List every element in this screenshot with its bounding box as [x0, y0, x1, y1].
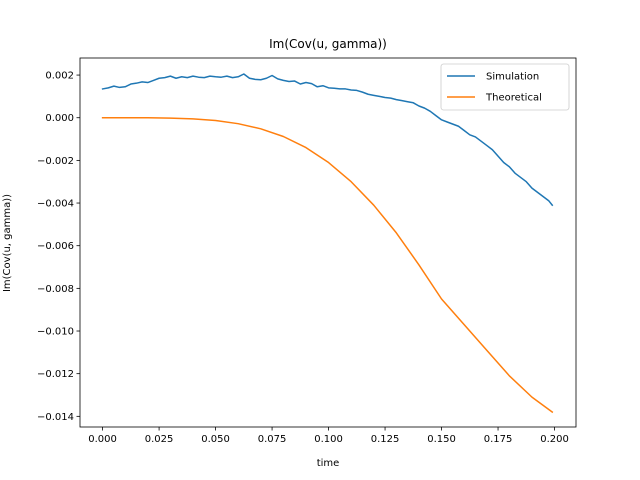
- x-tick-label: 0.150: [427, 434, 456, 445]
- legend: Simulation Theoretical: [440, 63, 570, 111]
- y-tick-label: 0.000: [45, 113, 74, 124]
- x-tick-label: 0.175: [484, 434, 513, 445]
- axes: 0.000 0.025 0.050 0.075 0.100 0.125 0.150 0.175…: [37, 57, 577, 445]
- x-tick-label: 0.050: [201, 434, 230, 445]
- y-tick-label: 0.002: [45, 71, 74, 82]
- y-tick-label: −0.008: [37, 284, 74, 295]
- x-tick-label: 0.200: [540, 434, 569, 445]
- y-tick-label: −0.010: [37, 327, 74, 338]
- x-tick-label: 0.100: [314, 434, 343, 445]
- x-axis-label: time: [317, 458, 340, 469]
- series-line-simulation: [101, 73, 554, 207]
- legend-label-simulation: Simulation: [486, 72, 539, 83]
- y-tick-label: −0.002: [37, 156, 74, 167]
- y-tick-label: −0.004: [37, 199, 74, 210]
- chart-title: Im(Cov(u, gamma)): [269, 37, 387, 51]
- y-tick-label: −0.012: [37, 369, 74, 380]
- y-tick-label: −0.006: [37, 241, 74, 252]
- x-tick-label: 0.075: [258, 434, 287, 445]
- y-tick-label: −0.014: [37, 412, 74, 423]
- legend-label-theoretical: Theoretical: [485, 93, 542, 104]
- plot-area: [101, 73, 554, 414]
- x-tick-label: 0.025: [145, 434, 174, 445]
- series-line-theoretical: [101, 116, 554, 414]
- x-tick-label: 0.000: [88, 434, 117, 445]
- x-tick-label: 0.125: [371, 434, 400, 445]
- axes-frame: [79, 57, 577, 428]
- y-axis-label: Im(Cov(u, gamma)): [2, 194, 13, 292]
